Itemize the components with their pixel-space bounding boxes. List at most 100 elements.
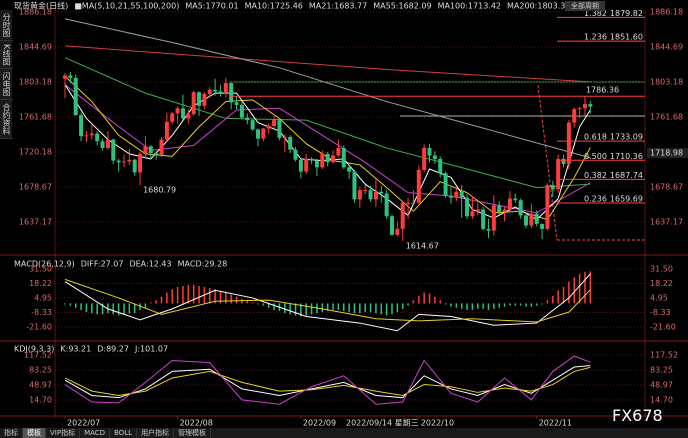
candle-body <box>89 133 94 136</box>
candle-body <box>79 115 84 137</box>
candle-body <box>229 83 234 103</box>
candle-body <box>180 108 185 119</box>
side-tab[interactable]: 分时图 <box>0 10 13 41</box>
indicator-line <box>64 45 591 83</box>
indicator-line <box>64 18 591 159</box>
candle-body <box>304 158 309 172</box>
side-tab[interactable]: K线图 <box>0 41 13 70</box>
candle-body <box>111 139 116 161</box>
candle-body <box>272 120 277 127</box>
tab[interactable]: 管理模板 <box>174 428 212 438</box>
y-tick-label: 1678.67 <box>650 183 683 192</box>
candle-body <box>132 159 137 173</box>
candle-body <box>572 109 577 123</box>
y-tick-label: 14.70 <box>650 395 673 404</box>
candle-body <box>282 136 287 138</box>
x-tick-label: 2022/11 <box>539 419 572 428</box>
x-tick-label: 2022/09 <box>303 419 336 428</box>
price-marker: 1718.98 <box>650 149 683 158</box>
fib-ratio: 1.382 <box>584 9 607 18</box>
candle-body <box>336 147 341 156</box>
candle-body <box>545 185 550 229</box>
y-tick-label: 1637.17 <box>650 218 683 227</box>
y-tick-label: 48.97 <box>29 381 52 390</box>
x-tick-label: 2022/10 <box>421 419 454 428</box>
candle-body <box>159 139 164 155</box>
candle-body <box>73 77 78 116</box>
candle-body <box>218 91 223 94</box>
tab[interactable]: MACD <box>80 428 111 438</box>
candle-body <box>438 158 443 174</box>
candle-body <box>331 155 336 163</box>
candle-body <box>529 213 534 226</box>
y-tick-label: 4.95 <box>650 294 668 303</box>
candle-body <box>191 92 196 115</box>
indicator-line <box>64 355 591 405</box>
trend-line <box>537 84 558 241</box>
side-tab[interactable]: 闪电图 <box>0 69 13 101</box>
y-tick-label: 31.50 <box>29 265 52 274</box>
candle-body <box>138 153 143 173</box>
legend-entry: MA10:1725.46 <box>245 2 303 11</box>
period-button[interactable]: 全部周期 <box>565 1 605 11</box>
candle-body <box>207 89 212 94</box>
tab[interactable]: 用户指标 <box>137 428 175 438</box>
tab[interactable]: BOLL <box>110 428 138 438</box>
candle-body <box>314 160 319 168</box>
candle-body <box>288 136 293 150</box>
candle-body <box>105 139 110 148</box>
stat-label: DIFF:27.07 <box>81 260 124 269</box>
fib-ratio: 0.618 <box>584 133 607 142</box>
candle-body <box>223 83 228 94</box>
candle-body <box>373 191 378 200</box>
candle-body <box>234 102 239 105</box>
tab[interactable]: 指标 <box>0 428 23 438</box>
candle-body <box>175 108 180 114</box>
candle-body <box>588 104 593 107</box>
candle-body <box>507 198 512 210</box>
candle-body <box>213 89 218 92</box>
tab[interactable]: 模板 <box>23 428 46 438</box>
y-tick-label: 1844.69 <box>19 42 52 51</box>
sidebar: 分时图 K线图 闪电图 合约资料 <box>0 10 13 140</box>
y-tick-label: -8.33 <box>650 308 671 317</box>
y-tick-label: 83.25 <box>29 365 52 374</box>
indicator-line <box>64 278 591 323</box>
tab[interactable]: VIP指标 <box>46 428 81 438</box>
candle-body <box>266 126 271 129</box>
candle-body <box>347 167 352 172</box>
candle-body <box>143 146 148 154</box>
candle-body <box>582 104 587 109</box>
candle-body <box>255 129 260 139</box>
candle-body <box>422 147 427 170</box>
candle-body <box>518 200 523 216</box>
watermark: FX678 <box>612 406 663 425</box>
candle-body <box>459 191 464 198</box>
side-tab[interactable]: 合约资料 <box>0 100 13 140</box>
candle-body <box>443 173 448 197</box>
candle-body <box>561 158 566 164</box>
candle-body <box>448 196 453 198</box>
y-tick-label: 18.22 <box>29 279 52 288</box>
price-marker-box <box>647 148 688 159</box>
legend-entry: MA21:1683.77 <box>309 2 367 11</box>
candle-body <box>497 205 502 213</box>
y-tick-label: 1803.18 <box>650 78 683 87</box>
candle-body <box>352 171 357 200</box>
candle-body <box>293 149 298 160</box>
fib-ratio: 0.236 <box>584 195 607 204</box>
stat-label: MACD:29.28 <box>178 260 228 269</box>
candle-body <box>411 202 416 204</box>
candle-body <box>540 223 545 229</box>
x-tick-label: 2022/07 <box>67 419 100 428</box>
candle-body <box>63 75 68 79</box>
stat-label: D:89.27 <box>97 345 129 354</box>
candle-body <box>121 161 126 163</box>
indicator-line <box>64 366 591 397</box>
indicator-line <box>64 273 591 332</box>
candle-body <box>486 228 491 231</box>
legend: ■MA(5,10,21,55,100,200) <box>74 2 179 11</box>
candle-body <box>368 190 373 200</box>
candle-body <box>470 211 475 217</box>
